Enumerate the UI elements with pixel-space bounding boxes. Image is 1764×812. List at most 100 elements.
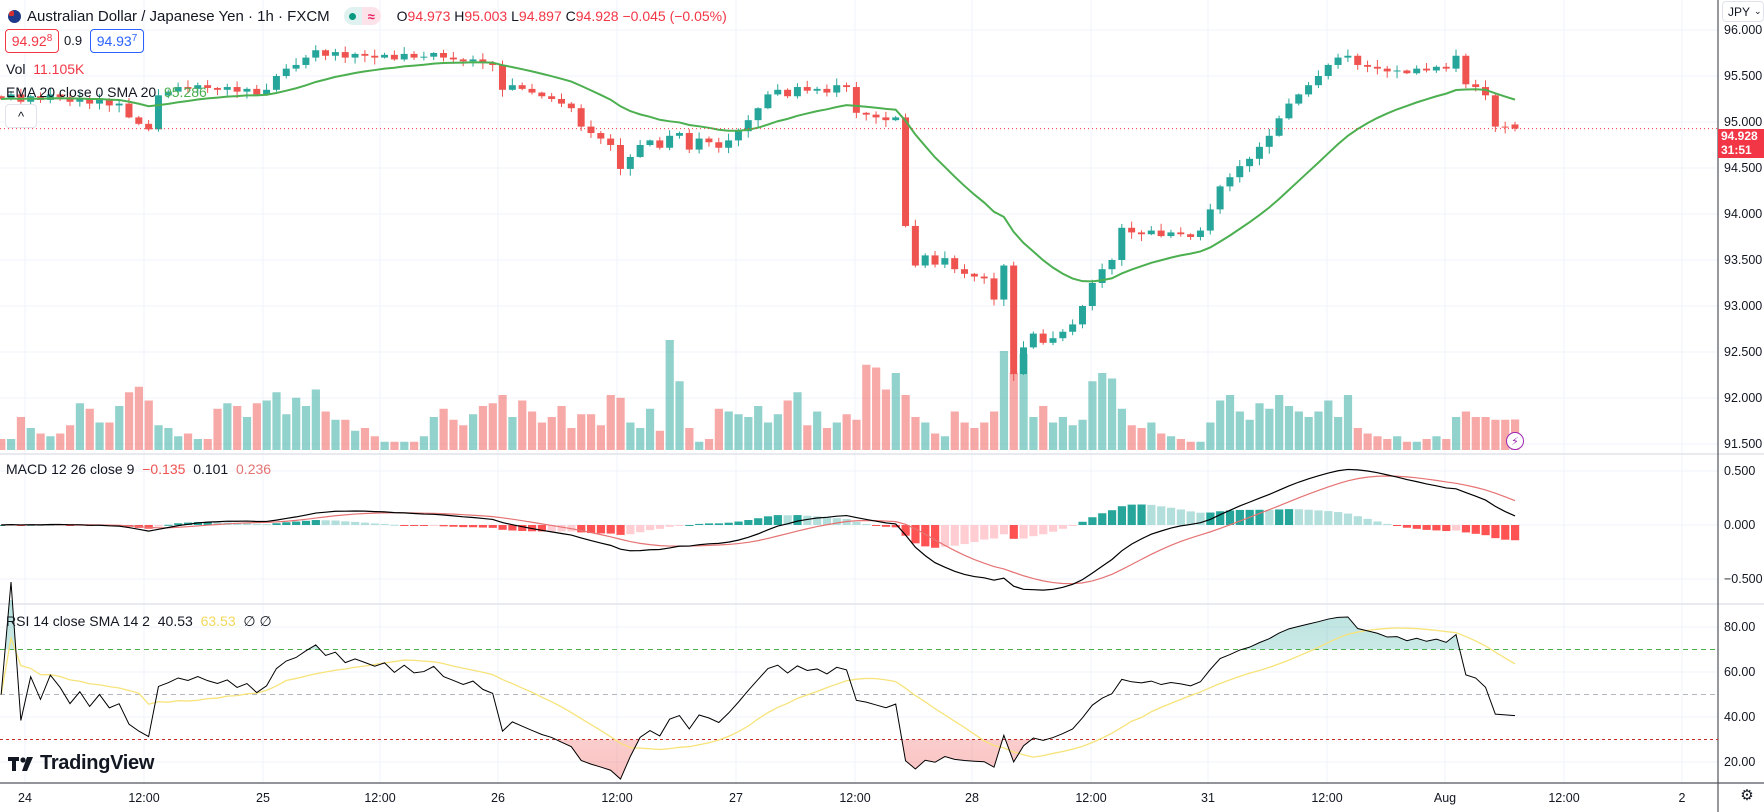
candle bbox=[508, 78, 516, 91]
macd-histogram-bar bbox=[655, 525, 664, 529]
candle-body bbox=[1246, 158, 1254, 167]
volume-bar bbox=[1216, 400, 1225, 450]
volume-bar bbox=[1048, 422, 1058, 450]
volume-bar bbox=[970, 428, 979, 450]
ema-line bbox=[1, 61, 1516, 283]
volume-bar bbox=[842, 414, 851, 450]
candle bbox=[1216, 184, 1224, 214]
macd-histogram-bar bbox=[1009, 525, 1018, 539]
volume-bar bbox=[1117, 408, 1126, 450]
collapse-legend-button[interactable]: ^ bbox=[5, 104, 37, 128]
volume-bar bbox=[16, 417, 26, 450]
volume-bar bbox=[518, 400, 527, 450]
volume-bar bbox=[1284, 406, 1294, 450]
candle-body bbox=[253, 88, 261, 95]
candle-body bbox=[1157, 230, 1165, 237]
volume-bar bbox=[616, 397, 625, 450]
candle-body bbox=[793, 87, 801, 97]
rsi-legend[interactable]: RSI 14 close SMA 14 2 40.53 63.53 ∅ ∅ bbox=[6, 613, 272, 629]
candle-body bbox=[1029, 333, 1037, 348]
macd-histogram-bar bbox=[410, 525, 419, 526]
currency-selector[interactable]: JPY ⌄ bbox=[1722, 1, 1764, 22]
macd-histogram-bar bbox=[341, 521, 350, 525]
sell-button[interactable]: 94.92 8 bbox=[5, 29, 59, 53]
candle bbox=[194, 82, 202, 94]
symbol-legend[interactable]: Australian Dollar / Japanese Yen · 1h · … bbox=[8, 5, 727, 27]
volume-bar bbox=[557, 406, 566, 450]
spread-value: 0.9 bbox=[64, 33, 83, 48]
candle bbox=[852, 82, 860, 119]
candle-body bbox=[548, 96, 556, 99]
candle-body bbox=[282, 68, 290, 76]
macd-legend[interactable]: MACD 12 26 close 9 −0.135 0.101 0.236 bbox=[6, 461, 272, 477]
volume-bar bbox=[1304, 417, 1313, 450]
macd-histogram-bar bbox=[1471, 525, 1480, 534]
candle bbox=[1295, 93, 1303, 106]
macd-histogram-bar bbox=[1196, 512, 1205, 525]
delayed-data-icon: ≈ bbox=[361, 7, 381, 25]
volume-bar bbox=[1265, 408, 1274, 450]
macd-histogram-bar bbox=[1068, 525, 1077, 526]
candle-body bbox=[204, 85, 212, 88]
macd-histogram-bar bbox=[1166, 507, 1176, 525]
candle bbox=[410, 51, 418, 61]
candle bbox=[626, 154, 634, 176]
candle bbox=[616, 138, 624, 176]
volume-bar bbox=[26, 428, 35, 450]
candle bbox=[95, 93, 103, 110]
candle bbox=[636, 139, 644, 158]
macd-histogram-bar bbox=[65, 525, 75, 526]
volume-bar bbox=[714, 408, 723, 450]
volume-bar bbox=[1186, 441, 1195, 450]
candle bbox=[666, 130, 674, 151]
candle bbox=[911, 219, 919, 268]
macd-histogram-bar bbox=[331, 520, 340, 525]
macd-histogram-bar bbox=[292, 521, 301, 525]
macd-histogram-bar bbox=[911, 525, 920, 544]
candle-body bbox=[135, 117, 143, 124]
macd-histogram-bar bbox=[626, 525, 635, 535]
volume-bar bbox=[272, 392, 281, 450]
volume-bar bbox=[1088, 381, 1097, 450]
status-pill[interactable]: ≈ bbox=[343, 7, 381, 25]
macd-histogram-bar bbox=[1157, 506, 1166, 525]
time-tick-label: 12:00 bbox=[1311, 791, 1342, 805]
volume-bar bbox=[1383, 439, 1392, 450]
candle bbox=[754, 107, 762, 128]
candle-body bbox=[1442, 66, 1450, 69]
candle bbox=[577, 104, 585, 131]
candle-body bbox=[1098, 269, 1106, 283]
symbol-title[interactable]: Australian Dollar / Japanese Yen · 1h · … bbox=[27, 7, 330, 25]
volume-legend[interactable]: Vol 11.105K bbox=[6, 61, 85, 77]
candle bbox=[1078, 305, 1086, 329]
volume-bar bbox=[1245, 419, 1254, 450]
volume-bar bbox=[980, 422, 989, 450]
volume-bar bbox=[449, 419, 458, 450]
candle bbox=[1501, 121, 1509, 134]
candle-body bbox=[951, 258, 959, 270]
candle-body bbox=[194, 85, 202, 89]
candle bbox=[1029, 331, 1037, 349]
ema-legend[interactable]: EMA 20 close 0 SMA 20 95.286 bbox=[6, 84, 207, 100]
candle-body bbox=[95, 99, 103, 104]
volume-bar bbox=[488, 403, 497, 450]
macd-histogram-bar bbox=[1324, 511, 1333, 525]
lightning-event-icon[interactable]: ⚡ bbox=[1506, 432, 1524, 450]
volume-bar bbox=[1334, 417, 1343, 450]
candle bbox=[46, 88, 54, 104]
tradingview-logo[interactable]: TradingView bbox=[8, 752, 154, 775]
candle-body bbox=[420, 56, 428, 58]
candle bbox=[1000, 264, 1008, 306]
volume-bar bbox=[1058, 417, 1068, 450]
macd-histogram-bar bbox=[272, 523, 281, 525]
candle bbox=[715, 137, 723, 153]
macd-histogram-bar bbox=[862, 523, 871, 525]
candle-body bbox=[1354, 55, 1362, 65]
candle bbox=[469, 55, 477, 67]
volume-bar bbox=[380, 441, 389, 450]
candle bbox=[1364, 60, 1372, 73]
buy-button[interactable]: 94.93 7 bbox=[90, 29, 144, 53]
volume-bar bbox=[1442, 439, 1451, 450]
settings-gear-icon[interactable]: ⚙ bbox=[1740, 787, 1754, 804]
